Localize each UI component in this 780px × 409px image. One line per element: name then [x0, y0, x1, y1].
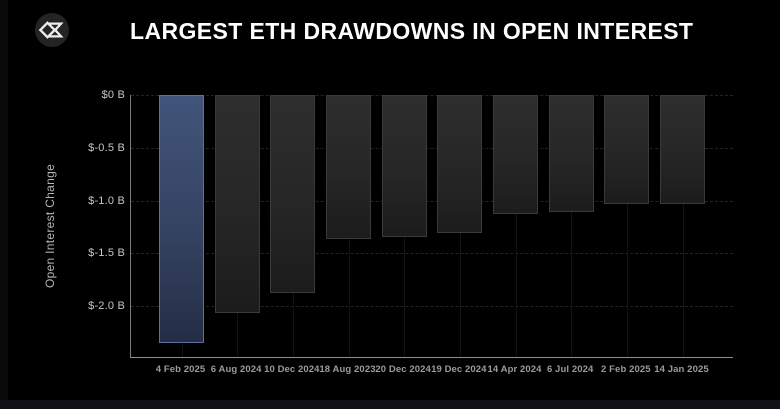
x-tick-label-10-dec-2024: 10 Dec 2024	[264, 364, 320, 375]
bar-10-dec-2024[interactable]	[270, 95, 316, 293]
x-tick-label-19-dec-2024: 19 Dec 2024	[431, 364, 487, 375]
left-edge-strip	[0, 0, 8, 409]
x-tick-label-18-aug-2023: 18 Aug 2023	[319, 364, 376, 375]
x-gridline	[682, 95, 684, 357]
gridline-$-0.5B	[131, 147, 733, 149]
x-tick-label-20-dec-2024: 20 Dec 2024	[375, 364, 431, 375]
bar-14-jan-2025[interactable]	[660, 95, 705, 204]
bar-20-dec-2024[interactable]	[381, 95, 427, 237]
plot-area	[130, 95, 733, 358]
header: LARGEST ETH DRAWDOWNS IN OPEN INTEREST	[0, 0, 780, 62]
bar-4-feb-2025[interactable]	[159, 95, 204, 344]
x-tick-label-2-feb-2025: 2 Feb 2025	[601, 364, 651, 375]
bar-6-aug-2024[interactable]	[214, 95, 260, 313]
x-gridline	[571, 95, 573, 357]
bar-6-jul-2024[interactable]	[548, 95, 594, 213]
x-tick-label-14-apr-2024: 14 Apr 2024	[487, 364, 542, 375]
x-gridline	[515, 95, 517, 357]
x-gridline	[626, 95, 628, 357]
chart-title: LARGEST ETH DRAWDOWNS IN OPEN INTEREST	[130, 18, 694, 44]
brand-logo	[34, 12, 70, 48]
x-tick-label-4-feb-2025: 4 Feb 2025	[155, 364, 206, 375]
gridline-$-1.0B	[131, 200, 733, 202]
x-tick-label-6-jul-2024: 6 Jul 2024	[546, 364, 594, 375]
bar-14-apr-2024[interactable]	[493, 95, 538, 215]
bottom-edge-strip	[0, 400, 780, 409]
y-axis-tick-labels: $0 B $-0.5 B $-1.0 B $-1.5 B $-2.0 B	[0, 0, 125, 409]
bar-18-aug-2023[interactable]	[326, 95, 371, 239]
x-tick-label-6-aug-2024: 6 Aug 2024	[210, 364, 262, 375]
gridline-$-2.0B	[131, 306, 733, 308]
bar-2-feb-2025[interactable]	[604, 95, 650, 204]
sigma-diamond-icon	[35, 13, 69, 47]
y-tick-label: $-1.5 B	[88, 247, 125, 260]
y-tick-label: $-0.5 B	[88, 141, 125, 154]
y-tick-label: $-2.0 B	[88, 300, 125, 313]
gridline-$-1.5B	[131, 253, 733, 255]
x-tick-label-14-jan-2025: 14 Jan 2025	[654, 364, 709, 375]
y-tick-label: $-1.0 B	[88, 194, 125, 207]
y-tick-label: $0 B	[101, 89, 125, 101]
x-axis-tick-labels: 4 Feb 2025 6 Aug 2024 10 Dec 2024 18 Aug 20…	[130, 364, 732, 378]
gridline-$0B	[131, 95, 733, 96]
bar-19-dec-2024[interactable]	[437, 95, 483, 234]
